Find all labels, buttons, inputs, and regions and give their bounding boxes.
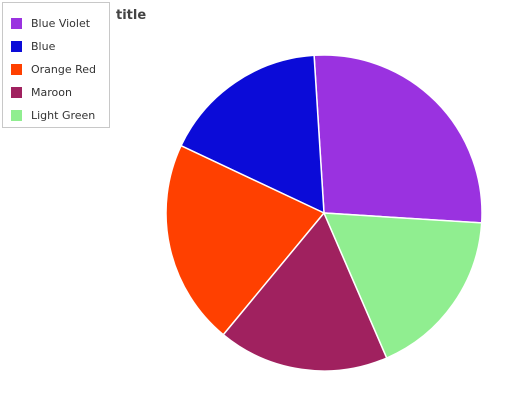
- legend-item: Blue Violet: [11, 16, 90, 30]
- chart-legend: Blue Violet Blue Orange Red Maroon Light Gre…: [2, 2, 110, 128]
- legend-swatch: [11, 17, 22, 29]
- legend-label: Blue: [31, 39, 56, 53]
- pie-slices: [165, 54, 483, 372]
- pie-slice-orange-red: [165, 144, 326, 336]
- legend-label: Orange Red: [31, 62, 97, 76]
- legend-label: Light Green: [31, 108, 96, 122]
- chart-title: title: [116, 8, 147, 23]
- legend-label: Maroon: [31, 85, 72, 99]
- legend-swatch: [11, 86, 22, 98]
- legend-item: Maroon: [11, 85, 72, 99]
- pie-slice-blue: [180, 54, 325, 215]
- legend-item: Orange Red: [11, 62, 96, 76]
- legend-item: Blue: [11, 39, 55, 53]
- pie-slice-light-green: [322, 212, 483, 359]
- legend-swatch: [11, 109, 22, 121]
- pie-slice-maroon: [222, 211, 388, 372]
- legend-label: Blue Violet: [31, 16, 91, 30]
- legend-swatch: [11, 40, 22, 52]
- legend-swatch: [11, 63, 22, 75]
- pie-slice-blue-violet: [313, 54, 483, 224]
- legend-item: Light Green: [11, 108, 95, 122]
